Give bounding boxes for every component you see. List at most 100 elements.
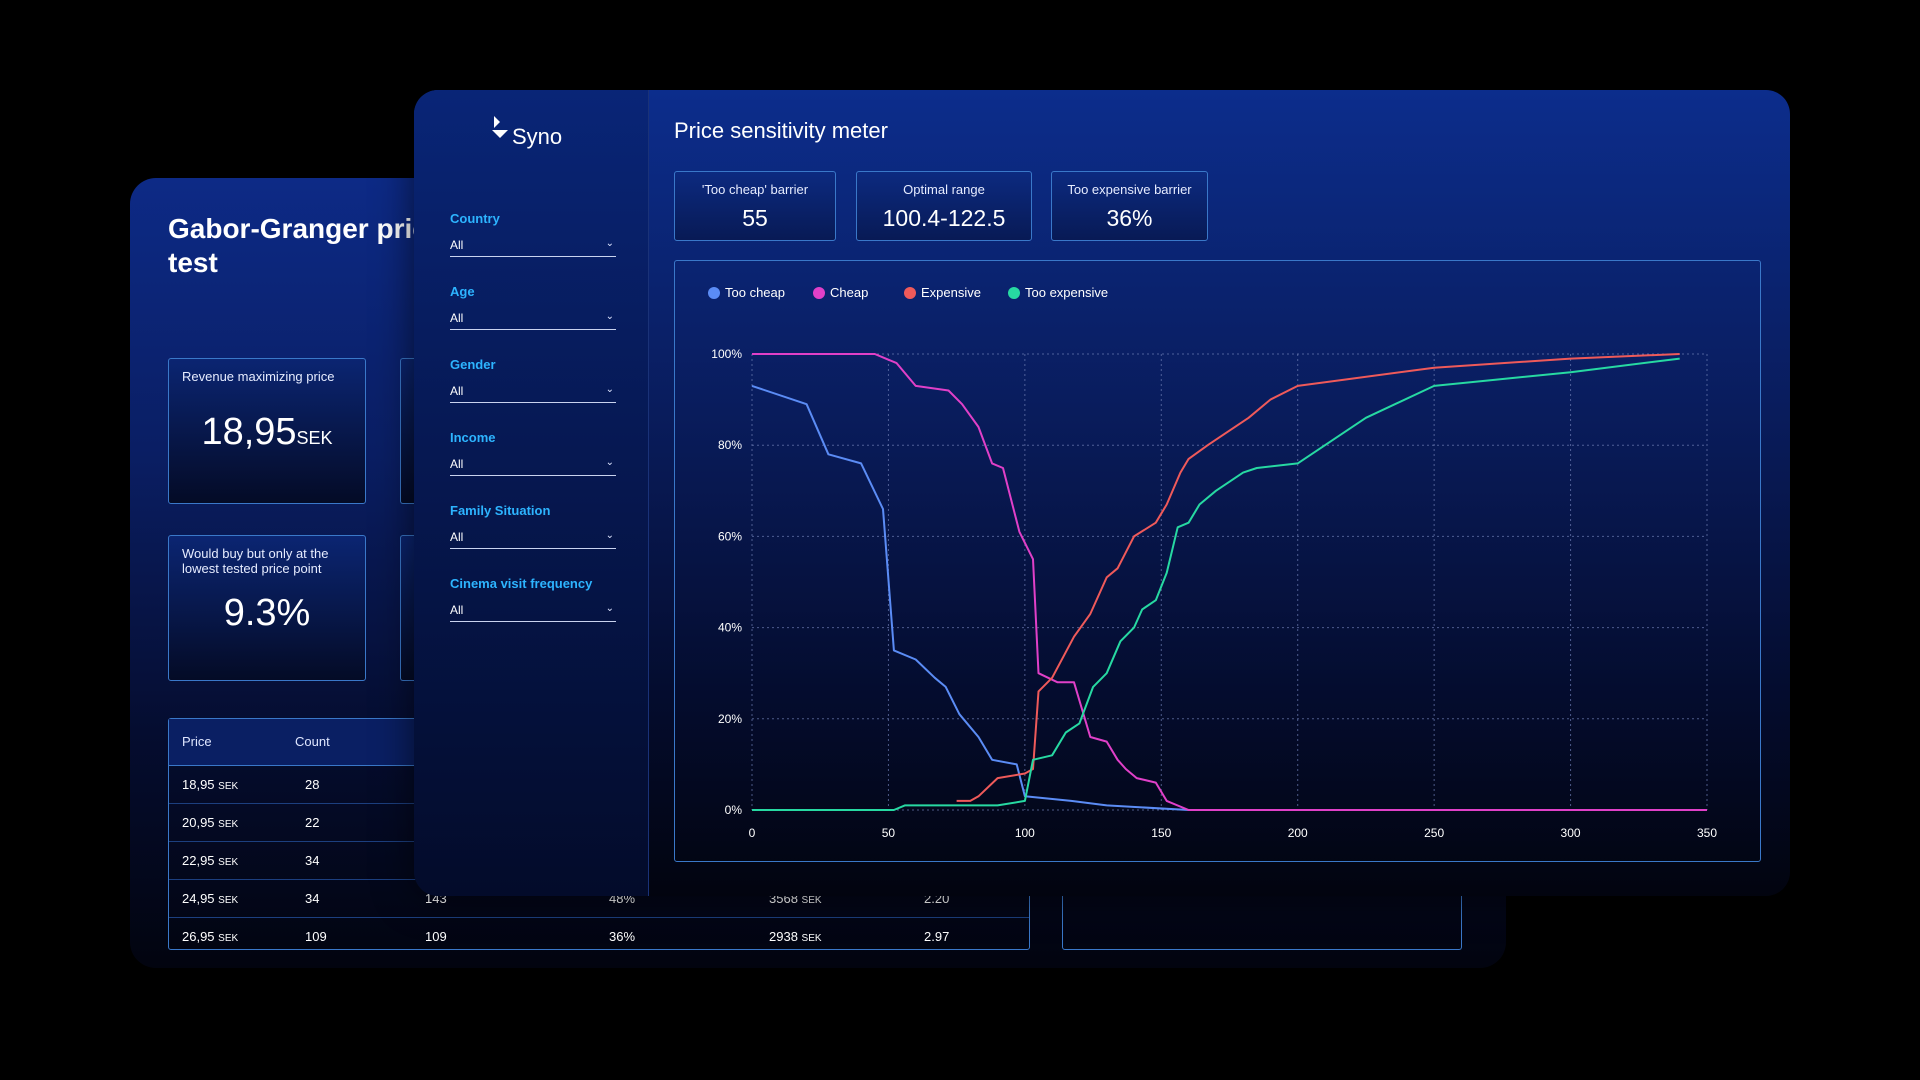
legend-label: Cheap <box>830 285 869 300</box>
filter-gender: Gender All ⌄ <box>450 357 616 403</box>
legend-dot-icon <box>813 287 825 299</box>
kpi-label: 'Too cheap' barrier <box>701 182 809 197</box>
legend-item-too-cheap[interactable]: Too cheap <box>708 285 785 300</box>
series-line-expensive <box>956 353 1680 802</box>
filter-label: Age <box>450 284 475 299</box>
kpi-label: Would buy but only at the lowest tested … <box>182 546 329 576</box>
kpi-value: 55 <box>742 205 768 231</box>
filter-income: Income All ⌄ <box>450 430 616 476</box>
price-sensitivity-card: Syno Country All ⌄ Age All ⌄ Gender All ⌄ Income A… <box>414 90 1790 896</box>
count-cell: 34 <box>305 891 320 906</box>
filter-value: All <box>450 530 464 544</box>
y-tick-label: 60% <box>718 529 742 543</box>
chevron-down-icon: ⌄ <box>605 311 614 322</box>
legend-dot-icon <box>904 287 916 299</box>
chevron-down-icon: ⌄ <box>605 603 614 614</box>
count-cell: 34 <box>305 853 320 868</box>
syno-logo-icon <box>492 116 508 138</box>
filter-select[interactable]: All ⌄ <box>450 530 616 549</box>
legend-item-expensive[interactable]: Expensive <box>904 285 981 300</box>
x-tick-label: 200 <box>1288 826 1308 840</box>
filter-country: Country All ⌄ <box>450 211 616 257</box>
chevron-down-icon: ⌄ <box>605 530 614 541</box>
respondents-cell: 109 <box>425 929 447 944</box>
y-tick-label: 100% <box>711 347 742 361</box>
filter-select[interactable]: All ⌄ <box>450 603 616 622</box>
column-header-count[interactable]: Count <box>295 734 330 749</box>
kpi-value: 18,95SEK <box>201 411 333 453</box>
too-expensive-barrier-card: Too expensive barrier 36% <box>1051 171 1208 241</box>
too-cheap-barrier-card: 'Too cheap' barrier 55 <box>674 171 836 241</box>
kpi-label: Optimal range <box>903 182 985 197</box>
revenue-maximizing-price-card: Revenue maximizing price 18,95SEK <box>168 358 366 504</box>
kpi-value: 100.4-122.5 <box>882 205 1006 231</box>
kpi-card-partial <box>400 535 414 681</box>
table-row: 26,95 SEK 109 109 36% 2938 SEK 2.97 <box>169 918 1029 955</box>
filter-label: Gender <box>450 357 496 372</box>
x-tick-label: 300 <box>1561 826 1581 840</box>
index-cell: 2.97 <box>924 929 950 944</box>
filter-select[interactable]: All ⌄ <box>450 384 616 403</box>
filter-value: All <box>450 457 464 471</box>
filter-label: Family Situation <box>450 503 551 518</box>
price-cell: 18,95 SEK <box>182 777 239 792</box>
legend-dot-icon <box>1008 287 1020 299</box>
chevron-down-icon: ⌄ <box>605 384 614 395</box>
filter-value: All <box>450 384 464 398</box>
share-cell: 36% <box>609 929 636 944</box>
price-cell: 24,95 SEK <box>182 891 239 906</box>
series-line-cheap <box>752 353 1707 811</box>
price-cell: 20,95 SEK <box>182 815 239 830</box>
filter-select[interactable]: All ⌄ <box>450 238 616 257</box>
filter-value: All <box>450 238 464 252</box>
y-tick-label: 80% <box>718 438 742 452</box>
filter-age: Age All ⌄ <box>450 284 616 330</box>
x-tick-label: 100 <box>1015 826 1035 840</box>
filter-sidebar: Syno Country All ⌄ Age All ⌄ Gender All ⌄ Income A… <box>414 90 649 896</box>
kpi-value: 9.3% <box>223 592 311 634</box>
optimal-range-card: Optimal range 100.4-122.5 <box>856 171 1032 241</box>
x-tick-label: 150 <box>1151 826 1171 840</box>
legend-item-too-expensive[interactable]: Too expensive <box>1008 285 1108 300</box>
legend-label: Too cheap <box>725 285 785 300</box>
filter-value: All <box>450 603 464 617</box>
series-line-too-expensive <box>752 357 1680 811</box>
page-title: Price sensitivity meter <box>674 118 888 143</box>
kpi-label: Revenue maximizing price <box>182 369 335 384</box>
x-tick-label: 0 <box>749 826 756 840</box>
filter-label: Income <box>450 430 496 445</box>
y-tick-label: 20% <box>718 712 742 726</box>
logo-text: Syno <box>512 124 563 149</box>
x-tick-label: 50 <box>882 826 896 840</box>
count-cell: 28 <box>305 777 320 792</box>
filter-select[interactable]: All ⌄ <box>450 311 616 330</box>
count-cell: 22 <box>305 815 320 830</box>
gabor-granger-title: Gabor-Granger price test <box>168 213 444 278</box>
legend-dot-icon <box>708 287 720 299</box>
filter-select[interactable]: All ⌄ <box>450 457 616 476</box>
legend-label: Too expensive <box>1025 285 1109 300</box>
filter-label: Cinema visit frequency <box>450 576 593 591</box>
price-cell: 22,95 SEK <box>182 853 239 868</box>
y-tick-label: 0% <box>725 803 743 817</box>
legend-item-cheap[interactable]: Cheap <box>813 285 868 300</box>
psm-chart: Too cheap Cheap Expensive Too expensive 0% 2… <box>674 260 1761 862</box>
chevron-down-icon: ⌄ <box>605 457 614 468</box>
filter-value: All <box>450 311 464 325</box>
filter-cinema-visit-frequency: Cinema visit frequency All ⌄ <box>450 576 616 622</box>
series-line-too-cheap <box>751 384 1707 811</box>
chevron-down-icon: ⌄ <box>605 238 614 249</box>
revenue-cell: 2938 SEK <box>769 929 822 944</box>
lowest-price-buyers-card: Would buy but only at the lowest tested … <box>168 535 366 681</box>
x-tick-label: 350 <box>1697 826 1717 840</box>
filter-family-situation: Family Situation All ⌄ <box>450 503 616 549</box>
price-cell: 26,95 SEK <box>182 929 239 944</box>
kpi-value: 36% <box>1106 205 1153 231</box>
chart-plot: 0% 20% 40% 60% 80% 100% 0 50 100 150 200 250 300 350 <box>711 347 1717 840</box>
count-cell: 109 <box>305 929 327 944</box>
filter-label: Country <box>450 211 500 226</box>
kpi-label: Too expensive barrier <box>1067 182 1192 197</box>
legend-label: Expensive <box>921 285 981 300</box>
y-tick-label: 40% <box>718 621 742 635</box>
column-header-price[interactable]: Price <box>182 734 212 749</box>
